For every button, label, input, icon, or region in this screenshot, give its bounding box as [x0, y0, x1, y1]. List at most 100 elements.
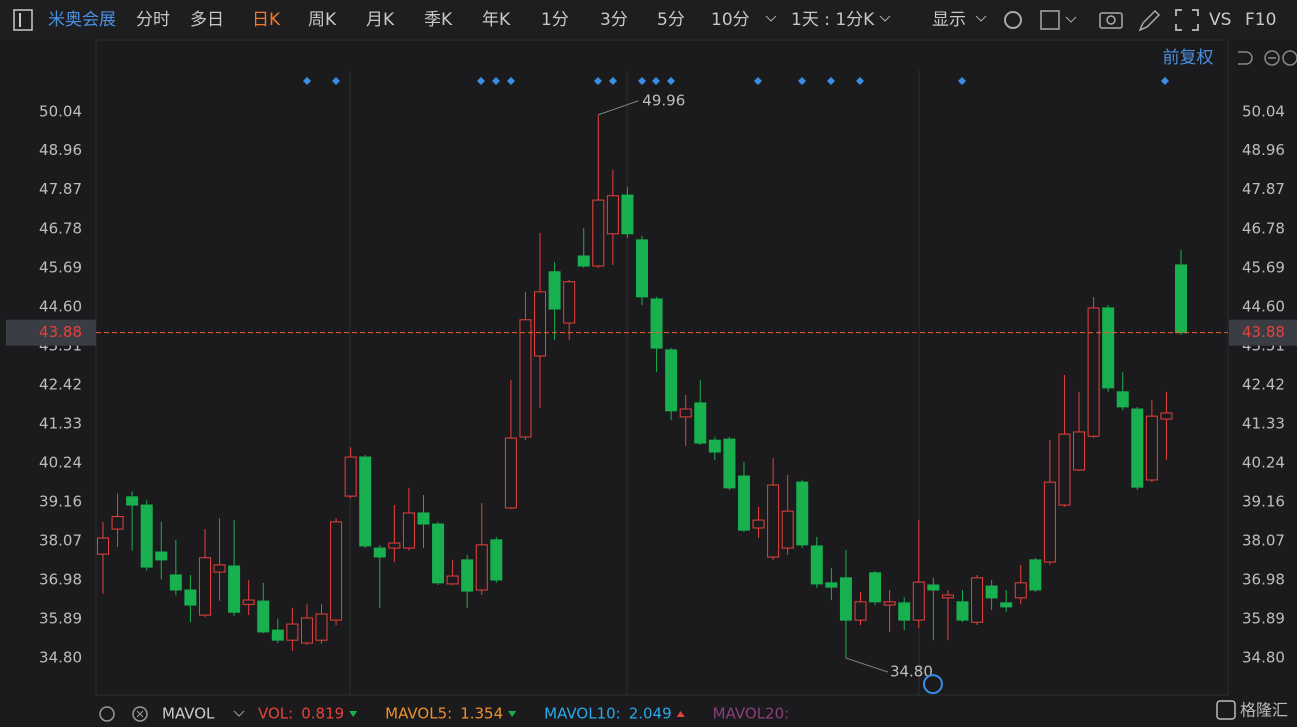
screenshot-icon[interactable] — [1099, 12, 1123, 29]
candle-body — [257, 600, 270, 633]
indicator-label: MAVOL20: — [713, 705, 790, 723]
trend-arrow — [676, 711, 685, 717]
candle-body — [941, 594, 954, 599]
fullscreen-icon[interactable] — [1175, 9, 1199, 31]
y-tick-label-right: 42.42 — [1242, 376, 1285, 394]
dropdown-icon[interactable] — [879, 15, 891, 22]
zoom-in-icon[interactable] — [1282, 50, 1297, 66]
event-marker[interactable] — [492, 77, 500, 85]
y-tick-label-right: 44.60 — [1242, 297, 1285, 315]
event-marker[interactable] — [507, 77, 515, 85]
vs-button[interactable]: VS — [1209, 10, 1231, 30]
candle-body — [781, 510, 794, 549]
watermark: 格隆汇 — [1240, 701, 1288, 720]
settings-icon[interactable] — [1004, 11, 1022, 29]
event-marker[interactable] — [332, 77, 340, 85]
sidebar-toggle[interactable] — [13, 9, 33, 31]
candle-body — [577, 255, 590, 267]
draw-box-icon[interactable] — [1040, 10, 1060, 30]
candle-body — [432, 523, 445, 584]
zoom-out-icon[interactable] — [1264, 50, 1280, 66]
candle-body — [155, 551, 168, 561]
y-tick-label-right: 36.98 — [1242, 570, 1285, 588]
low-marker[interactable] — [922, 674, 943, 695]
candle-body — [300, 617, 313, 644]
event-marker[interactable] — [798, 77, 806, 85]
candle-body — [97, 537, 109, 555]
y-tick-label: 35.89 — [39, 610, 82, 628]
candle-body — [213, 564, 226, 573]
period-tab[interactable]: 月K — [366, 10, 395, 30]
event-marker[interactable] — [754, 77, 762, 85]
y-tick-label-right: 48.96 — [1242, 141, 1285, 159]
indicator-close-x — [136, 710, 144, 718]
candle-body — [490, 539, 503, 581]
period-tab[interactable]: 多日 — [190, 10, 224, 30]
indicator-name[interactable]: MAVOL — [162, 705, 215, 723]
period-tab[interactable]: 分时 — [136, 10, 170, 30]
candle-body — [665, 349, 678, 412]
dropdown-icon[interactable] — [765, 15, 777, 22]
candle-body — [985, 585, 998, 599]
event-marker[interactable] — [1161, 77, 1169, 85]
event-marker[interactable] — [609, 77, 617, 85]
candle-body — [1102, 307, 1115, 389]
dropdown-icon[interactable] — [1065, 16, 1077, 23]
candle-body — [737, 475, 750, 531]
reset-icon[interactable] — [1238, 51, 1253, 65]
y-tick-label-right: 35.89 — [1242, 610, 1285, 628]
f10-button[interactable]: F10 — [1245, 10, 1276, 30]
range-select[interactable]: 1天 : 1分K — [791, 10, 875, 30]
candle-body — [898, 602, 911, 621]
event-marker[interactable] — [594, 77, 602, 85]
y-tick-label: 48.96 — [39, 141, 82, 159]
y-tick-label: 36.98 — [39, 570, 82, 588]
period-tab[interactable]: 5分 — [657, 10, 685, 30]
y-tick-label: 46.78 — [39, 219, 82, 237]
candle-body — [679, 408, 692, 418]
period-tab[interactable]: 日K — [252, 10, 281, 30]
event-marker[interactable] — [856, 77, 864, 85]
adjust-mode[interactable]: 前复权 — [1163, 48, 1214, 68]
indicator-value: 1.354 — [460, 705, 503, 723]
candle-body — [198, 557, 211, 616]
y-tick-label-right: 38.07 — [1242, 531, 1285, 549]
event-marker[interactable] — [652, 77, 660, 85]
indicator-settings[interactable] — [99, 706, 115, 722]
candle-body — [1058, 433, 1071, 506]
candle-body — [854, 601, 867, 621]
event-marker[interactable] — [477, 77, 485, 85]
high-label: 49.96 — [642, 91, 685, 109]
y-tick-label-right: 39.16 — [1242, 492, 1285, 510]
indicator-close[interactable] — [132, 706, 148, 722]
candle-body — [1014, 582, 1027, 599]
period-tab[interactable]: 1分 — [541, 10, 569, 30]
event-marker[interactable] — [958, 77, 966, 85]
display-menu[interactable]: 显示 — [932, 10, 966, 30]
candle-body — [723, 438, 736, 489]
dropdown-icon[interactable] — [233, 710, 245, 717]
y-tick-label: 50.04 — [39, 102, 82, 120]
stock-name[interactable]: 米奥会展 — [48, 10, 116, 30]
event-marker[interactable] — [303, 77, 311, 85]
candle-body — [534, 291, 547, 357]
toolbar — [0, 0, 1297, 40]
y-tick-label-right: 34.80 — [1242, 649, 1285, 667]
watermark-logo — [1216, 700, 1236, 720]
dropdown-icon[interactable] — [975, 15, 987, 22]
period-tab[interactable]: 3分 — [600, 10, 628, 30]
draw-icon[interactable] — [1138, 9, 1161, 32]
y-tick-label: 47.87 — [39, 180, 82, 198]
candle-body — [592, 199, 605, 267]
period-tab[interactable]: 年K — [482, 10, 511, 30]
event-marker[interactable] — [827, 77, 835, 85]
candle-body — [373, 547, 386, 558]
candle-body — [1131, 408, 1144, 488]
period-tab[interactable]: 10分 — [711, 10, 750, 30]
event-marker[interactable] — [638, 77, 646, 85]
candle-body — [169, 574, 182, 591]
period-tab[interactable]: 季K — [424, 10, 453, 30]
event-marker[interactable] — [667, 77, 675, 85]
period-tab[interactable]: 周K — [308, 10, 337, 30]
